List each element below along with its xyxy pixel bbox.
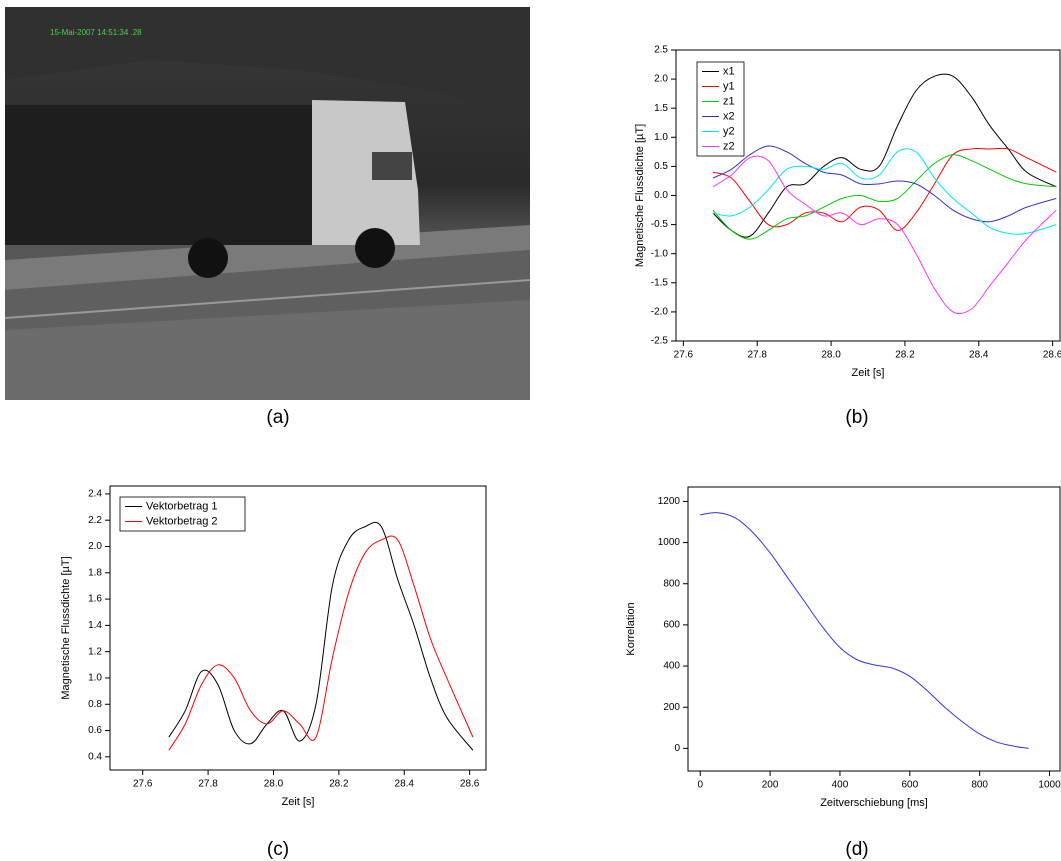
x-axis-title: Zeit [s] <box>851 367 884 379</box>
legend-label: y2 <box>723 125 735 137</box>
x-tick-label: 28.4 <box>395 779 415 790</box>
y-tick-label: 1.6 <box>88 594 102 605</box>
data-line <box>712 148 1057 235</box>
x-tick-label: 28.6 <box>460 779 480 790</box>
y-axis-title: Korrelation <box>625 602 637 655</box>
x-tick-label: 28.6 <box>1043 350 1061 361</box>
caption: (b) <box>845 407 868 428</box>
legend-box <box>119 496 246 532</box>
plot-frame <box>109 485 487 771</box>
y-tick-label: 400 <box>663 661 680 672</box>
legend-label: z2 <box>723 140 735 152</box>
y-tick-label: -1.0 <box>651 248 669 259</box>
legend: x1 y1 z1 x2 y2 z2 <box>696 61 745 157</box>
photo: 15-Mai-2007 14:51:34 .28 <box>4 7 531 400</box>
y-axis-title: Magnetische Flussdichte [µT] <box>60 556 72 699</box>
data-line <box>712 145 1057 223</box>
x-tick-label: 28.4 <box>969 350 989 361</box>
legend-label: z1 <box>723 95 735 107</box>
caption: (c) <box>267 839 289 860</box>
x-tick-label: 600 <box>901 780 918 791</box>
y-tick-label: 2.2 <box>88 515 102 526</box>
y-tick-label: 1.2 <box>88 646 102 657</box>
y-tick-label: 200 <box>663 702 680 713</box>
x-tick-label: 1000 <box>1038 780 1061 791</box>
x-tick-label: 28.2 <box>329 779 349 790</box>
x-tick-label: 28.0 <box>264 779 284 790</box>
timestamp: 15-Mai-2007 14:51:34 .28 <box>50 28 142 37</box>
data-line <box>712 147 1057 231</box>
y-tick-label: -2.5 <box>651 336 669 347</box>
y-tick-label: 1.4 <box>88 620 102 631</box>
x-tick-label: 800 <box>971 780 988 791</box>
x-tick-label: 27.6 <box>674 350 694 361</box>
y-tick-label: 2.5 <box>654 45 668 56</box>
y-tick-label: 2.4 <box>88 489 102 500</box>
y-tick-label: 0.4 <box>88 751 102 762</box>
caption: (a) <box>266 407 289 428</box>
data-line <box>168 535 474 751</box>
y-tick-label: 800 <box>663 578 680 589</box>
y-tick-label: 1200 <box>658 496 681 507</box>
y-tick-label: 1000 <box>658 537 681 548</box>
y-tick-label: 1.0 <box>88 673 102 684</box>
legend-label: x2 <box>723 110 735 122</box>
legend-label: x1 <box>723 65 735 77</box>
data-line <box>712 73 1057 238</box>
y-tick-label: 0.5 <box>654 161 668 172</box>
y-tick-label: 1.8 <box>88 567 102 578</box>
x-tick-label: 200 <box>762 780 779 791</box>
x-tick-label: 27.6 <box>133 779 153 790</box>
y-tick-label: -1.5 <box>651 277 669 288</box>
x-tick-label: 28.0 <box>821 350 841 361</box>
data-line <box>712 155 1057 315</box>
data-line <box>700 512 1029 749</box>
x-tick-label: 28.2 <box>895 350 915 361</box>
y-tick-label: 2.0 <box>654 74 668 85</box>
legend-label: Vektorbetrag 2 <box>146 515 218 527</box>
y-tick-label: 1.0 <box>654 132 668 143</box>
y-tick-label: 0.8 <box>88 699 102 710</box>
x-axis-title: Zeit [s] <box>281 796 314 808</box>
data-line <box>712 154 1057 240</box>
x-tick-label: 27.8 <box>198 779 218 790</box>
y-tick-label: 0.6 <box>88 725 102 736</box>
caption: (d) <box>845 839 868 860</box>
y-tick-label: 0 <box>674 743 680 754</box>
data-line <box>168 521 474 751</box>
x-axis-title: Zeitverschiebung [ms] <box>820 797 928 809</box>
y-tick-label: -0.5 <box>651 219 669 230</box>
x-tick-label: 0 <box>697 780 703 791</box>
y-tick-label: 600 <box>663 620 680 631</box>
y-axis-title: Magnetische Flussdichte [µT] <box>634 124 646 267</box>
y-tick-label: 0.0 <box>654 190 668 201</box>
y-tick-label: 2.0 <box>88 541 102 552</box>
y-tick-label: -2.0 <box>651 307 669 318</box>
y-tick-label: 1.5 <box>654 103 668 114</box>
legend: Vektorbetrag 1 Vektorbetrag 2 <box>119 496 246 532</box>
legend-label: y1 <box>723 80 735 92</box>
x-tick-label: 400 <box>832 780 849 791</box>
x-tick-label: 27.8 <box>747 350 767 361</box>
legend-label: Vektorbetrag 1 <box>146 500 218 512</box>
legend-box <box>696 61 745 157</box>
plot-frame <box>687 486 1061 772</box>
